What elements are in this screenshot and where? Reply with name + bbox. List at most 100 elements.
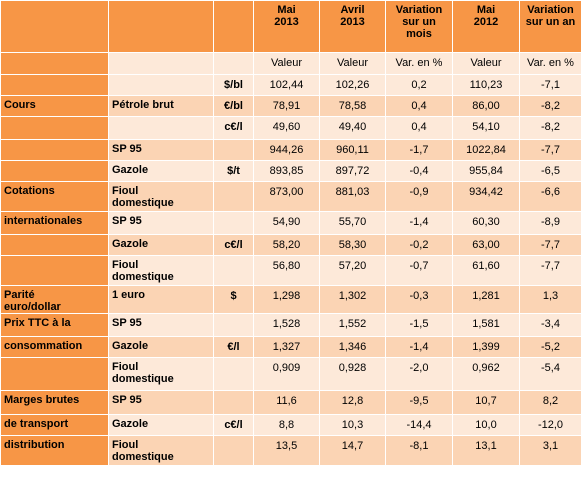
value-cell: -2,0 [385,357,453,391]
value-cell: 873,00 [253,181,320,212]
row-category-label: internationales [0,211,109,235]
row-category-label: distribution [0,435,109,466]
value-cell: -14,4 [385,414,453,436]
value-cell: 0,4 [385,95,453,117]
table-subheader-row: Valeur Valeur Var. en % Valeur Var. en % [0,52,581,75]
row-unit-label: €/bl [213,95,254,117]
table-row: SP 95 944,26 960,11 -1,7 1022,84 -7,7 [0,139,581,161]
row-unit-label [213,255,254,286]
subheader-cell: Valeur [452,52,520,75]
value-cell: 0,928 [319,357,386,391]
row-product-label: SP 95 [108,211,214,235]
value-cell: 1,302 [319,285,386,314]
value-cell: 8,2 [519,390,581,415]
row-category-label [0,255,109,286]
row-unit-label: $/t [213,160,254,182]
subheader-cell [213,52,254,75]
value-cell: 61,60 [452,255,520,286]
row-category-label [0,139,109,161]
value-cell: -3,4 [519,313,581,337]
value-cell: 54,10 [452,116,520,140]
value-cell: 1,327 [253,336,320,358]
row-unit-label: $ [213,285,254,314]
value-cell: 10,7 [452,390,520,415]
value-cell: -1,7 [385,139,453,161]
row-category-label [0,357,109,391]
value-cell: 3,1 [519,435,581,466]
row-category-label [0,116,109,140]
row-unit-label: €/l [213,336,254,358]
row-product-label [108,74,214,96]
row-product-label: Gazole [108,160,214,182]
value-cell: -5,4 [519,357,581,391]
row-category-label: Cours [0,95,109,117]
value-cell: 934,42 [452,181,520,212]
row-category-label [0,160,109,182]
subheader-cell [108,52,214,75]
value-cell: -6,6 [519,181,581,212]
table-row: c€/l 49,60 49,40 0,4 54,10 -8,2 [0,116,581,140]
value-cell: -0,3 [385,285,453,314]
value-cell: 893,85 [253,160,320,182]
row-product-label: 1 euro [108,285,214,314]
value-cell: 0,909 [253,357,320,391]
row-unit-label [213,313,254,337]
value-cell: 60,30 [452,211,520,235]
value-cell: 13,1 [452,435,520,466]
value-cell: -7,1 [519,74,581,96]
value-cell: 1,346 [319,336,386,358]
value-cell: 12,8 [319,390,386,415]
table-row: distribution Fioul domestique 13,5 14,7 -8,1 1… [0,435,581,466]
value-cell: 960,11 [319,139,386,161]
row-category-label: Prix TTC à la [0,313,109,337]
value-cell: 1022,84 [452,139,520,161]
value-cell: -7,7 [519,255,581,286]
value-cell: -0,2 [385,234,453,256]
row-category-label: Cotations [0,181,109,212]
value-cell: -8,2 [519,95,581,117]
value-cell: 10,3 [319,414,386,436]
value-cell: 78,91 [253,95,320,117]
value-cell: 1,581 [452,313,520,337]
row-unit-label [213,390,254,415]
row-unit-label [213,139,254,161]
value-cell: 10,0 [452,414,520,436]
row-category-label [0,74,109,96]
value-cell: -1,5 [385,313,453,337]
row-unit-label: c€/l [213,414,254,436]
header-cell [108,0,214,53]
subheader-cell: Valeur [253,52,320,75]
value-cell: 56,80 [253,255,320,286]
value-cell: 55,70 [319,211,386,235]
value-cell: -0,7 [385,255,453,286]
row-product-label [108,116,214,140]
table-row: Gazole $/t 893,85 897,72 -0,4 955,84 -6,5 [0,160,581,182]
value-cell: 58,30 [319,234,386,256]
value-cell: 102,26 [319,74,386,96]
value-cell: -9,5 [385,390,453,415]
value-cell: 0,962 [452,357,520,391]
table-row: de transport Gazole c€/l 8,8 10,3 -14,4 10,0 -1… [0,414,581,436]
row-unit-label: c€/l [213,116,254,140]
subheader-cell: Var. en % [385,52,453,75]
header-cell: Variation sur un an [519,0,581,53]
value-cell: 955,84 [452,160,520,182]
value-cell: -1,4 [385,336,453,358]
row-category-label: consommation [0,336,109,358]
subheader-cell: Valeur [319,52,386,75]
value-cell: -0,9 [385,181,453,212]
value-cell: 57,20 [319,255,386,286]
table-row: Parité euro/dollar 1 euro $1,298 1,302 -0,3 1,… [0,285,581,314]
header-cell: Variation sur un mois [385,0,453,53]
value-cell: 1,552 [319,313,386,337]
value-cell: -8,2 [519,116,581,140]
table-row: $/bl 102,44 102,26 0,2 110,23 -7,1 [0,74,581,96]
value-cell: -6,5 [519,160,581,182]
row-product-label: Gazole [108,414,214,436]
header-cell [0,0,109,53]
row-unit-label [213,211,254,235]
value-cell: -7,7 [519,139,581,161]
row-category-label: de transport [0,414,109,436]
row-product-label: Pétrole brut [108,95,214,117]
header-cell: Mai 2013 [253,0,320,53]
